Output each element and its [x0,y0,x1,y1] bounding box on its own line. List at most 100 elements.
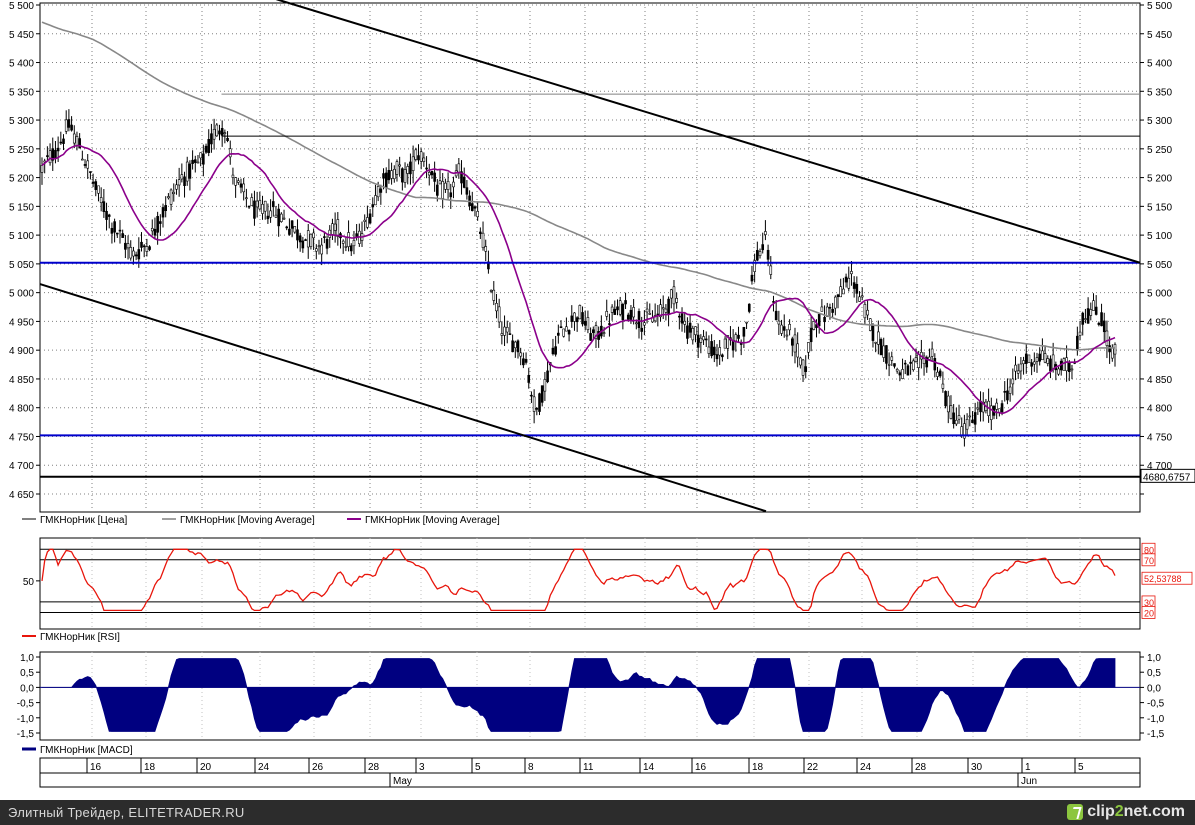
clip2net-icon [1067,804,1084,820]
candle-body [83,164,87,166]
candle-body [863,303,867,319]
candle-body [150,228,154,232]
candle-body [172,191,176,195]
candle-body [608,323,611,325]
candle-body [126,243,130,249]
candle-body [1027,354,1031,363]
candle-body [1076,335,1079,351]
candle-body [242,183,245,193]
candle-body [1113,344,1117,355]
candle-body [847,277,851,289]
candle-body [879,339,883,356]
candle-body [1049,358,1052,372]
candle-body [169,189,173,205]
candle-body [543,379,547,392]
candle-body [110,228,114,234]
price-tick-label-left: 4 900 [9,346,34,357]
candle-body [218,130,221,135]
candle-body [912,360,915,371]
candle-body [290,220,294,229]
trend-line [39,283,767,513]
current-value-box [1140,468,1195,483]
candle-body [664,308,668,313]
price-tick-label-right: 4 850 [1147,375,1172,386]
candle-body [1043,353,1047,363]
candle-body [710,341,713,357]
candle-body [282,217,286,220]
candle-body [965,418,969,430]
candle-body [352,240,356,247]
candle-body [922,355,926,364]
candle-body [419,151,423,162]
candle-body [1089,309,1093,316]
time-tick-label: 20 [200,762,212,773]
candle-body [559,326,563,329]
candle-body [726,335,730,349]
candle-body [46,155,49,157]
candle-body [885,345,888,364]
candle-body [976,407,980,410]
candle-body [713,346,716,356]
candle-body [989,405,993,420]
time-tick-label: 8 [528,762,534,773]
candle-body [675,298,678,303]
candle-body [269,210,272,218]
candle-body [204,145,208,153]
candle-body [960,426,964,436]
macd-legend-label: ГМКНорНик [MACD] [40,745,133,756]
candle-body [263,200,267,212]
candle-body [1062,358,1066,371]
candle-body [306,230,310,248]
candle-body [382,173,385,179]
candle-body [901,369,904,379]
candle-body [457,163,461,173]
candle-body [680,313,684,324]
rsi-line [41,548,1116,612]
price-tick-label-left: 4 800 [9,404,34,415]
candle-body [702,336,705,341]
legend-label: ГМКНорНик [Цена] [40,515,127,526]
time-tick-label: 11 [583,762,594,773]
candle-body [97,185,100,194]
candle-body [1000,403,1004,413]
time-tick-label: 16 [695,762,707,773]
candle-body [183,176,186,186]
candle-body [234,177,237,186]
candle-body [328,229,332,238]
rsi-level-label: 30 [1144,598,1154,608]
macd-tick-label-right: -1,0 [1147,714,1165,725]
candle-body [648,313,652,315]
candle-body [374,195,377,206]
candle-body [1030,362,1033,367]
chart-canvas: 16 18 20 24 26 28 3 5 8 11 14 16 18 22 24 28 30 1 5 May Jun 5… [9,0,1195,788]
footer-bar: Элитный Трейдер, ELITETRADER.RU clip2net… [0,800,1195,825]
candle-body [524,358,528,363]
time-tick-label: 1 [1025,762,1031,773]
candle-body [315,248,318,252]
candle-body [489,289,493,292]
trend-line [276,0,1141,264]
candle-body [1008,386,1012,394]
candle-body [678,315,681,318]
candle-body [253,200,256,219]
candle-body [164,205,168,211]
candle-body [761,244,765,251]
price-tick-label-left: 5 000 [9,289,34,300]
candle-body [1014,364,1017,372]
candle-body [223,132,227,135]
candle-body [898,372,902,376]
candle-body [406,166,410,174]
ma-fast-line [41,144,1116,415]
candle-body [699,337,703,343]
current-value-label: 4680,6757 [1143,472,1191,483]
candle-body [121,233,124,238]
candle-body [344,246,348,248]
candle-body [231,174,235,178]
candle-body [113,221,116,233]
candle-body [1019,363,1023,372]
price-tick-label-left: 4 850 [9,375,34,386]
candle-body [694,326,697,335]
candle-body [790,338,794,346]
candle-body [237,180,240,183]
time-tick-label: 28 [368,762,380,773]
